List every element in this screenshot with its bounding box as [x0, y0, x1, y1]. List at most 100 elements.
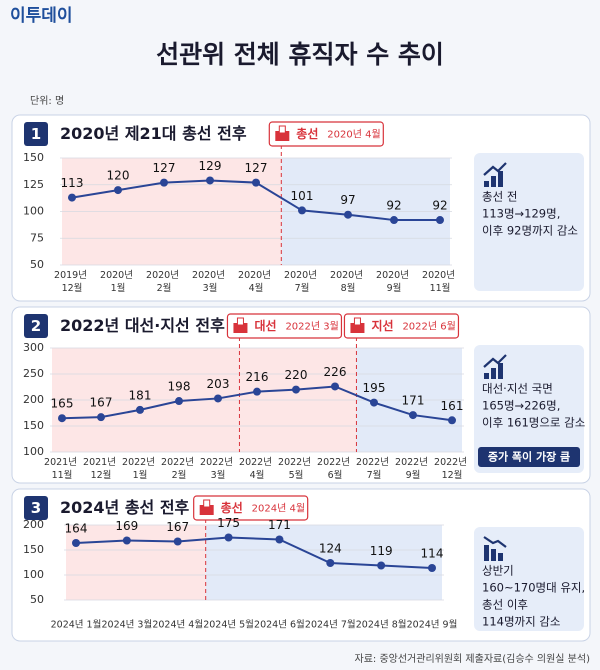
y-tick-label: 150 — [23, 151, 44, 164]
event-label: 대선 — [254, 318, 276, 333]
note-line: 대선·지선 국면 — [482, 382, 553, 396]
x-tick-label: 2020년 4월 — [238, 270, 274, 294]
x-tick-label: 2022년 3월 — [200, 457, 236, 481]
x-tick-label: 2019년 12월 — [54, 270, 90, 294]
note-line: 이후 92명까지 감소 — [482, 224, 578, 238]
data-point — [409, 411, 417, 420]
data-label: 169 — [115, 519, 138, 533]
icon-arrow — [483, 354, 507, 368]
y-tick-label: 50 — [30, 593, 44, 606]
note-badge-text: 증가 폭이 가장 큼 — [488, 450, 570, 464]
x-tick-label: 2020년 11월 — [422, 270, 458, 294]
x-tick-label: 2022년 4월 — [239, 457, 275, 481]
data-point — [122, 536, 131, 545]
data-label: 171 — [402, 394, 425, 408]
event-box — [193, 495, 309, 521]
x-tick-label: 2020년 1월 — [100, 270, 136, 294]
icon-arrow — [483, 536, 507, 548]
x-tick-label: 2024년 6월 — [254, 619, 305, 631]
event-label: 총선 — [221, 500, 243, 515]
data-label: 92 — [386, 199, 401, 213]
data-label: 127 — [153, 161, 176, 175]
y-tick-label: 150 — [23, 419, 44, 432]
data-point — [214, 394, 222, 403]
icon-bar — [498, 171, 503, 187]
x-tick-label: 2024년 9월 — [407, 619, 458, 631]
x-tick-label: 2020년 2월 — [146, 270, 182, 294]
event-label: 지선 — [371, 318, 393, 333]
x-tick-label: 2022년 5월 — [278, 457, 314, 481]
data-point — [428, 564, 436, 572]
panel-number-box — [24, 122, 48, 146]
data-label: 220 — [285, 368, 308, 382]
note-line: 총선 전 — [482, 190, 517, 204]
data-point — [344, 210, 352, 219]
brand-logo: 이투데이 — [10, 6, 73, 26]
panel-title: 2022년 대선·지선 전후 — [60, 316, 225, 335]
data-label: 120 — [107, 169, 130, 183]
data-label: 203 — [207, 377, 230, 391]
data-point — [173, 537, 182, 546]
data-label: 119 — [370, 544, 393, 558]
data-label: 127 — [245, 161, 268, 175]
data-label: 114 — [421, 547, 444, 561]
data-point — [136, 405, 144, 414]
data-line — [75, 536, 433, 569]
data-point — [253, 387, 261, 396]
panel-title: 2020년 제21대 총선 전후 — [60, 124, 247, 143]
y-tick-label: 100 — [23, 205, 44, 218]
data-label: 165 — [51, 397, 74, 411]
note-line: 이후 161명으로 감소 — [482, 416, 585, 430]
data-point — [298, 206, 306, 215]
data-label: 129 — [199, 159, 222, 173]
event-date: 2022년 6월 — [402, 321, 455, 333]
ballot-slip — [353, 317, 361, 326]
data-label: 161 — [441, 399, 464, 413]
x-tick-label: 2024년 7월 — [305, 619, 356, 631]
data-label: 181 — [129, 388, 152, 402]
panel-number-box — [24, 496, 48, 520]
data-point — [326, 559, 335, 567]
x-tick-label: 2022년 6월 — [317, 457, 353, 481]
ballot-icon — [350, 323, 365, 333]
icon-arrow — [483, 162, 507, 176]
note-line: 113명→129명, — [482, 207, 560, 221]
pre-event-region — [66, 525, 206, 600]
icon-bar — [484, 545, 489, 561]
data-label: 97 — [340, 193, 355, 207]
data-point — [377, 561, 386, 570]
x-tick-label: 2020년 3월 — [192, 270, 228, 294]
data-label: 171 — [268, 518, 291, 532]
x-tick-label: 2024년 4월 — [152, 619, 203, 631]
data-point — [390, 216, 398, 225]
note-badge — [478, 447, 580, 467]
ballot-slip — [278, 125, 286, 134]
data-point — [114, 186, 122, 195]
data-point — [97, 413, 105, 422]
y-tick-label: 75 — [30, 231, 44, 244]
unit-label: 단위: 명 — [30, 94, 64, 107]
event-box — [226, 313, 343, 339]
panel-number-box — [24, 314, 48, 338]
panel-title: 2024년 총선 전후 — [60, 498, 190, 517]
ballot-icon — [199, 505, 214, 515]
page-title: 선관위 전체 휴직자 수 추이 — [156, 40, 444, 69]
x-tick-label: 2022년 1월 — [122, 457, 158, 481]
data-point — [448, 416, 456, 425]
data-label: 124 — [319, 542, 342, 556]
data-point — [252, 178, 260, 187]
x-tick-label: 2022년 9월 — [395, 457, 431, 481]
data-label: 164 — [65, 522, 88, 536]
x-tick-label: 2024년 8월 — [356, 619, 407, 631]
data-label: 167 — [90, 396, 113, 410]
y-tick-label: 50 — [30, 258, 44, 271]
x-tick-label: 2024년 5월 — [203, 619, 254, 631]
y-tick-label: 300 — [23, 341, 44, 354]
data-point — [175, 397, 183, 406]
event-box — [268, 121, 384, 147]
data-label: 175 — [217, 516, 240, 530]
y-tick-label: 200 — [23, 518, 44, 531]
event-date: 2020년 4월 — [327, 129, 380, 141]
data-point — [206, 176, 214, 185]
